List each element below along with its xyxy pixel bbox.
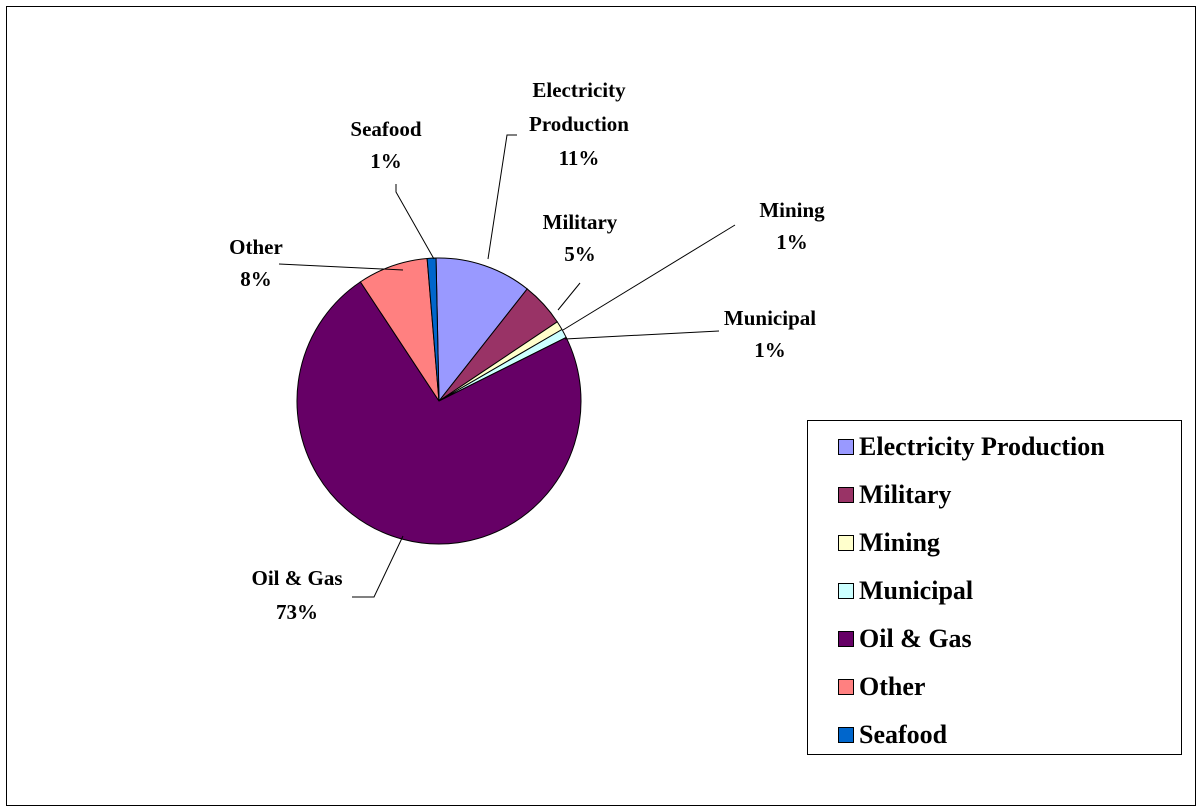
data-label-electricity-production: Electricity Production 11% [529, 78, 629, 170]
leader-line-seafood [395, 184, 435, 260]
legend-label: Municipal [859, 576, 974, 605]
leader-line-municipal [564, 330, 720, 340]
data-label-other: Other 8% [229, 235, 283, 291]
legend: Electricity Production Military Mining M… [807, 420, 1182, 755]
legend-label: Oil & Gas [859, 624, 972, 653]
pie-chart: Electricity Production 11% Military 5% Mining… [229, 78, 825, 624]
legend-item-seafood: Seafood [838, 719, 947, 751]
legend-item-electricity-production: Electricity Production [838, 431, 1105, 463]
legend-swatch [838, 535, 854, 551]
legend-swatch [838, 679, 854, 695]
leader-line-other [278, 263, 404, 271]
legend-item-other: Other [838, 671, 925, 703]
legend-label: Military [859, 480, 952, 509]
data-label-municipal: Municipal 1% [724, 306, 816, 362]
leader-line-oil-gas [352, 535, 404, 598]
legend-swatch [838, 487, 854, 503]
data-label-military: Military 5% [543, 210, 618, 266]
pie-slice-electricity-production [435, 257, 528, 403]
legend-label: Seafood [859, 720, 948, 749]
data-label-seafood: Seafood 1% [350, 117, 421, 173]
pie-slice-oil-gas [296, 281, 582, 545]
legend-item-military: Military [838, 479, 951, 511]
legend-label: Electricity Production [859, 432, 1105, 461]
leader-line-mining [562, 224, 736, 331]
legend-swatch [838, 583, 854, 599]
pie-slice-seafood [426, 257, 440, 402]
legend-item-oil-gas: Oil & Gas [838, 623, 972, 655]
legend-swatch [838, 631, 854, 647]
data-label-oil-gas: Oil & Gas 73% [251, 566, 342, 624]
legend-swatch [838, 439, 854, 455]
data-label-mining: Mining 1% [759, 198, 825, 254]
legend-label: Mining [859, 528, 940, 557]
legend-item-municipal: Municipal [838, 575, 973, 607]
legend-swatch [838, 727, 854, 743]
chart-frame: Electricity Production 11% Military 5% Mining… [6, 6, 1196, 806]
leader-line-military [557, 282, 581, 311]
legend-item-mining: Mining [838, 527, 940, 559]
legend-label: Other [859, 672, 926, 701]
leader-line-electricity-production [487, 134, 517, 260]
